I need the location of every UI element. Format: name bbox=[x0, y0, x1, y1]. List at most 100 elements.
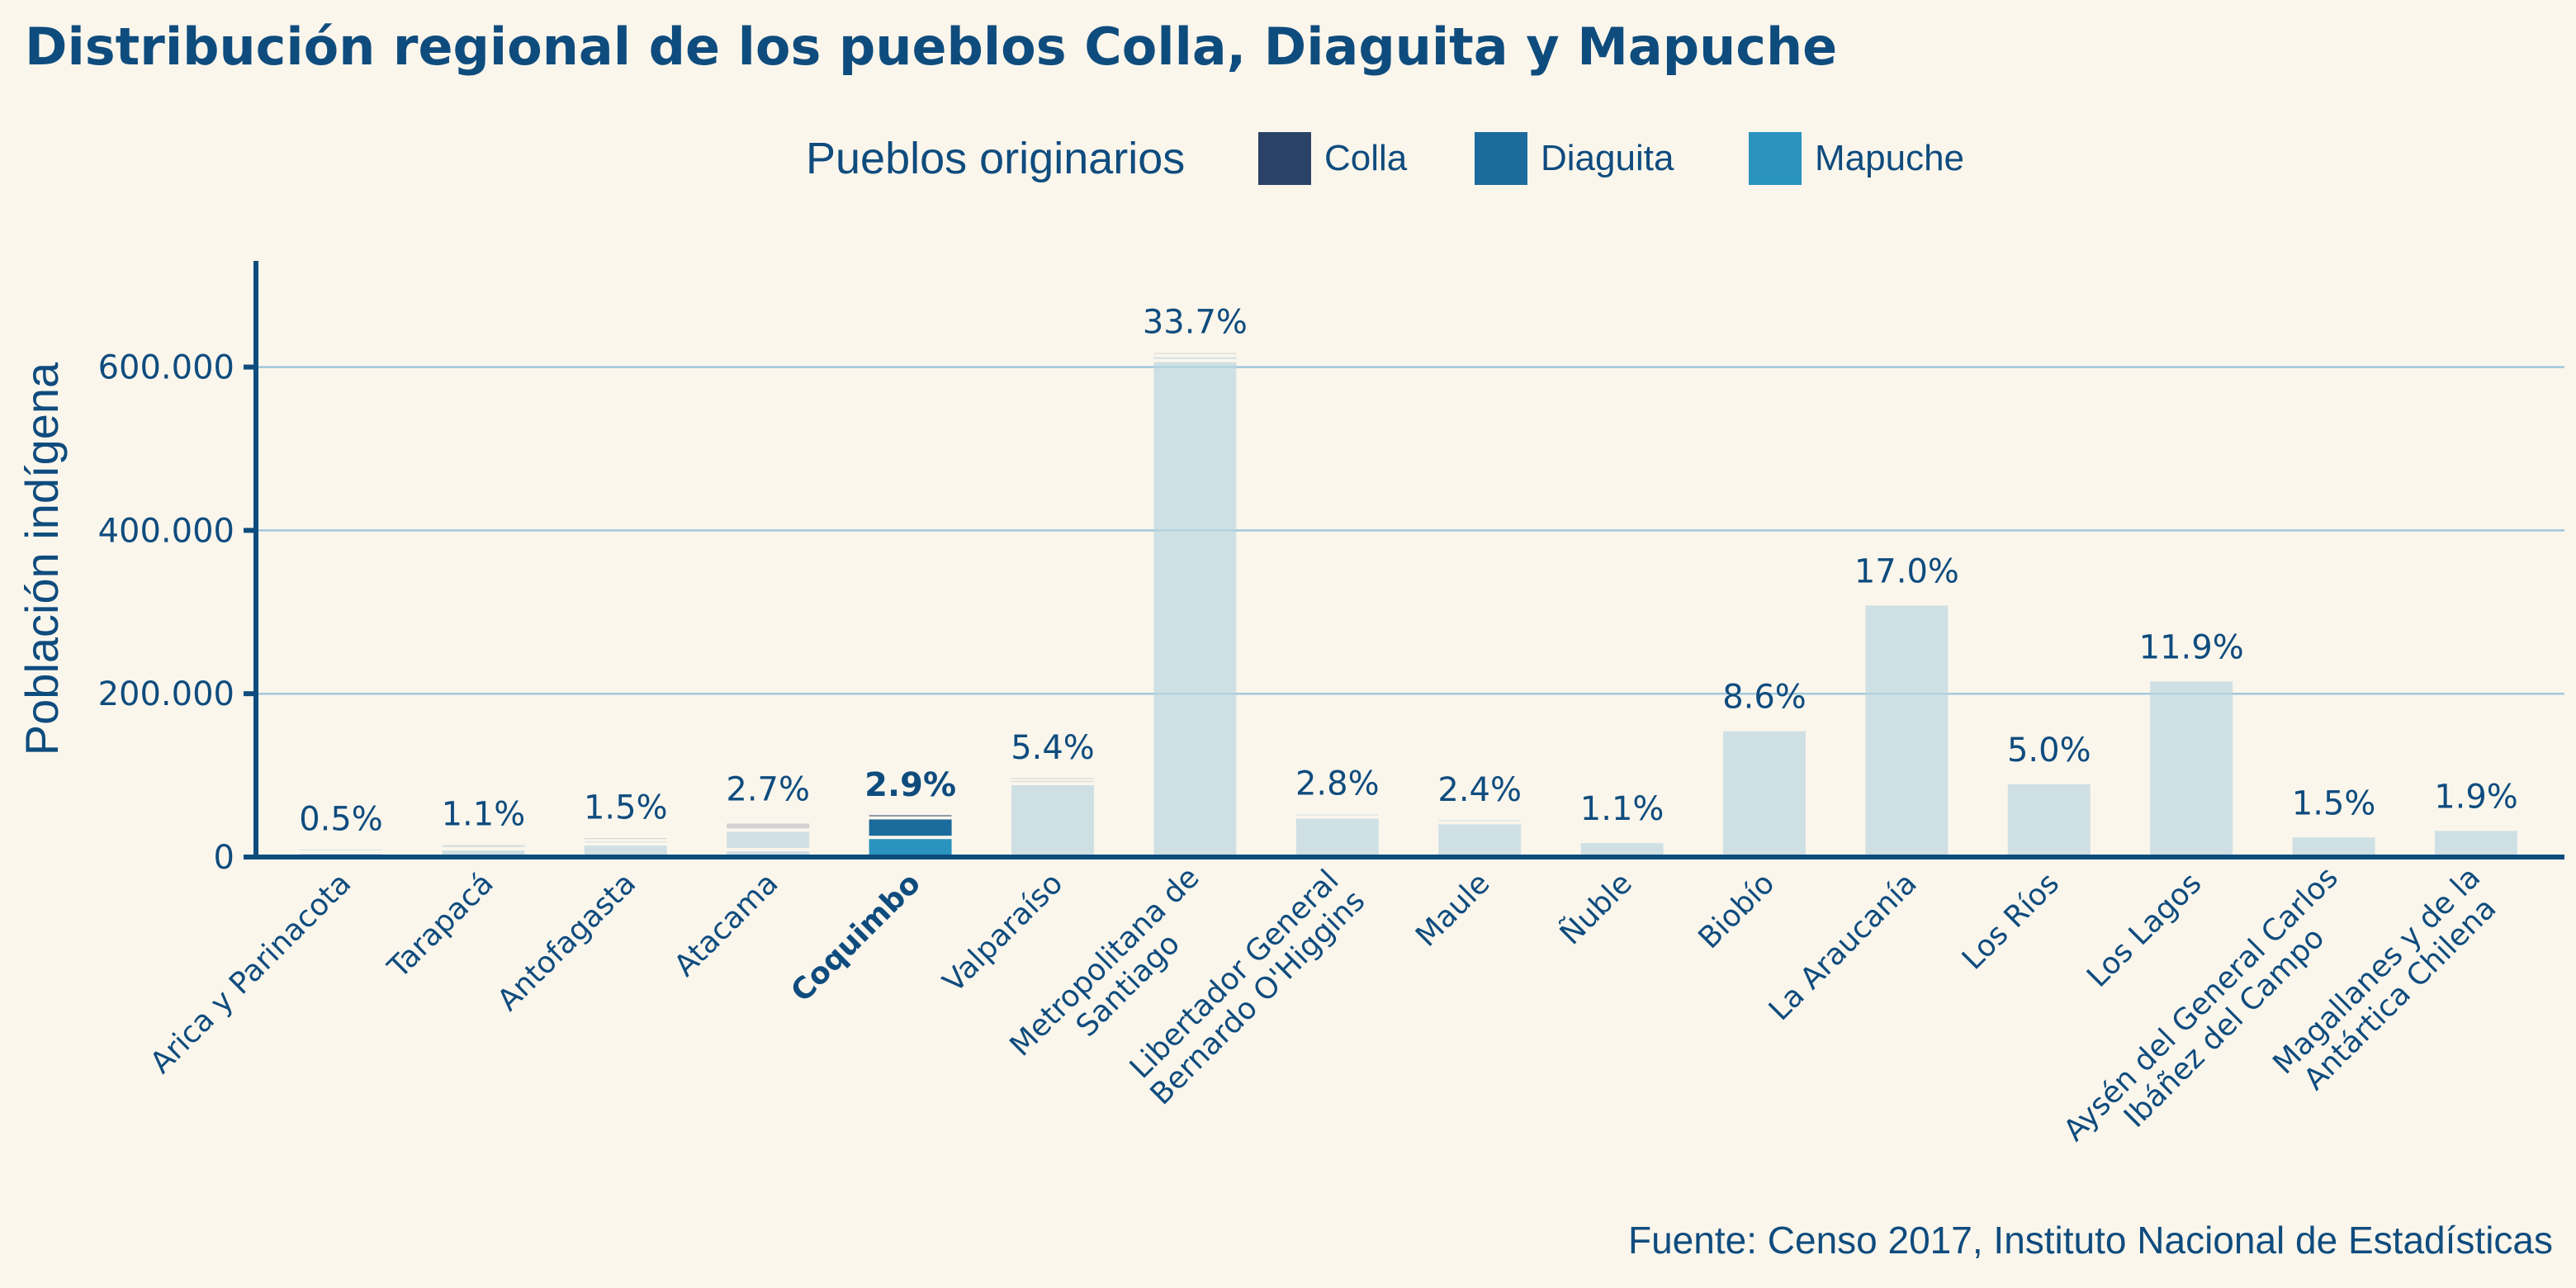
axes bbox=[244, 261, 2564, 859]
y-tick-label: 200.000 bbox=[98, 675, 234, 713]
y-tick-label: 400.000 bbox=[98, 512, 234, 550]
x-tick-label: Tarapacá bbox=[381, 866, 500, 985]
x-tick-label-line: Bernardo O'Higgins bbox=[1144, 884, 1372, 1112]
bar-group-10 bbox=[1723, 731, 1806, 857]
bar-group-3 bbox=[727, 823, 810, 857]
legend-label-diaguita: Diaguita bbox=[1541, 138, 1674, 178]
bar-segment-diaguita bbox=[442, 846, 525, 848]
bar-segment-mapuche bbox=[869, 839, 952, 857]
bar-group-6 bbox=[1153, 353, 1237, 857]
data-label: 8.6% bbox=[1722, 679, 1807, 717]
legend-label-colla: Colla bbox=[1324, 138, 1408, 178]
data-label: 5.0% bbox=[2007, 732, 2091, 769]
bar-group-8 bbox=[1438, 820, 1522, 857]
x-tick-label: Arica y Parinacota bbox=[144, 866, 358, 1080]
bar-segment-colla bbox=[727, 823, 810, 829]
x-tick-label-line: Los Ríos bbox=[1956, 866, 2066, 976]
legend-title: Pueblos originarios bbox=[806, 134, 1185, 183]
bar-group-9 bbox=[1580, 843, 1664, 857]
legend-item-diaguita: Diaguita bbox=[1475, 132, 1674, 185]
bar-group-11 bbox=[1865, 605, 1949, 857]
bar-segment-mapuche bbox=[584, 845, 667, 857]
data-label: 11.9% bbox=[2139, 628, 2244, 666]
x-tick-label-line: Los Lagos bbox=[2081, 866, 2208, 993]
legend-label-mapuche: Mapuche bbox=[1815, 138, 1964, 178]
data-label: 17.0% bbox=[1854, 552, 1959, 590]
x-tick-label-line: La Araucanía bbox=[1763, 866, 1924, 1027]
x-tick-label-line: Antártica Chilena bbox=[2298, 892, 2503, 1097]
bar-segment-diaguita bbox=[727, 831, 810, 849]
x-tick-label: Los Ríos bbox=[1956, 866, 2066, 976]
bar-segment-mapuche bbox=[1865, 605, 1949, 857]
bars bbox=[300, 353, 2517, 857]
data-label: 0.5% bbox=[299, 801, 383, 839]
bar-segment-diaguita bbox=[869, 819, 952, 836]
bar-segment-mapuche bbox=[2150, 681, 2233, 857]
bar-segment-colla bbox=[584, 838, 667, 840]
x-tick-label: Ñuble bbox=[1553, 866, 1639, 952]
bar-segment-mapuche bbox=[1011, 784, 1094, 857]
bar-segment-mapuche bbox=[1580, 843, 1664, 857]
bar-segment-diaguita bbox=[584, 841, 667, 843]
data-label: 1.1% bbox=[1580, 790, 1664, 828]
bar-segment-diaguita bbox=[1153, 357, 1237, 359]
bar-group-13 bbox=[2150, 681, 2233, 857]
bar-segment-diaguita bbox=[1011, 780, 1094, 782]
x-tick-label: Valparaíso bbox=[937, 866, 1070, 999]
x-tick-label-line: Valparaíso bbox=[937, 866, 1070, 999]
bar-group-2 bbox=[584, 838, 667, 857]
x-tick-label-line: Maule bbox=[1409, 866, 1496, 953]
x-tick-label-line: Antofagasta bbox=[491, 866, 642, 1017]
legend-item-mapuche: Mapuche bbox=[1749, 132, 1964, 185]
x-tick-label: Antofagasta bbox=[491, 866, 642, 1017]
data-label: 2.8% bbox=[1295, 765, 1380, 803]
bar-segment-mapuche bbox=[727, 851, 810, 857]
bar-segment-mapuche bbox=[442, 850, 525, 857]
legend: Pueblos originarios Colla Diaguita Mapuche bbox=[806, 132, 1964, 185]
data-label: 2.7% bbox=[726, 770, 810, 808]
data-label: 1.9% bbox=[2434, 778, 2518, 816]
x-tick-label-line: Aysén del General Carlos bbox=[2057, 860, 2345, 1148]
data-label: 1.5% bbox=[584, 789, 668, 827]
y-tick-label: 0 bbox=[214, 839, 234, 877]
bar-segment-mapuche bbox=[1438, 824, 1522, 857]
x-tick-label: Maule bbox=[1409, 866, 1496, 953]
bar-group-15 bbox=[2435, 831, 2517, 857]
bar-group-12 bbox=[2007, 784, 2091, 857]
bar-segment-colla bbox=[869, 815, 952, 817]
x-tick-label-line: Tarapacá bbox=[381, 866, 500, 985]
legend-swatch-colla bbox=[1258, 132, 1311, 185]
bar-segment-mapuche bbox=[2292, 837, 2375, 857]
data-label: 2.4% bbox=[1437, 771, 1522, 809]
x-tick-label: La Araucanía bbox=[1763, 866, 1924, 1027]
data-label: 1.5% bbox=[2292, 784, 2376, 822]
source-note: Fuente: Censo 2017, Instituto Nacional d… bbox=[1628, 1219, 2553, 1262]
bar-group-14 bbox=[2292, 837, 2375, 857]
y-ticks: 0 200.000 400.000 600.000 bbox=[98, 349, 256, 877]
data-label: 1.1% bbox=[442, 796, 526, 834]
bar-segment-mapuche bbox=[2435, 831, 2517, 857]
x-tick-label: Los Lagos bbox=[2081, 866, 2208, 993]
bar-group-4 bbox=[869, 815, 952, 857]
x-tick-label-line: Arica y Parinacota bbox=[144, 866, 358, 1080]
bar-segment-colla bbox=[1153, 353, 1237, 354]
legend-item-colla: Colla bbox=[1258, 132, 1408, 185]
bar-segment-mapuche bbox=[1153, 362, 1237, 857]
legend-swatch-diaguita bbox=[1475, 132, 1527, 185]
x-tick-label-line: Ñuble bbox=[1553, 866, 1639, 952]
data-labels: 0.5% 1.1% 1.5% 2.7% 2.9% 5.4% 33.7% 2.8% 2.4% 1.1… bbox=[299, 304, 2518, 839]
y-axis-title: Población indígena bbox=[16, 362, 68, 755]
bar-group-5 bbox=[1011, 778, 1094, 857]
bar-group-1 bbox=[442, 845, 525, 857]
x-tick-label-line: Biobío bbox=[1692, 866, 1781, 955]
data-label: 33.7% bbox=[1143, 304, 1248, 342]
bar-segment-colla bbox=[442, 845, 525, 846]
x-tick-label-line: Coquimbo bbox=[784, 866, 926, 1008]
bar-segment-diaguita bbox=[1438, 820, 1522, 822]
legend-swatch-mapuche bbox=[1749, 132, 1802, 185]
x-tick-label: Atacama bbox=[668, 866, 785, 983]
bar-segment-mapuche bbox=[2007, 784, 2091, 857]
